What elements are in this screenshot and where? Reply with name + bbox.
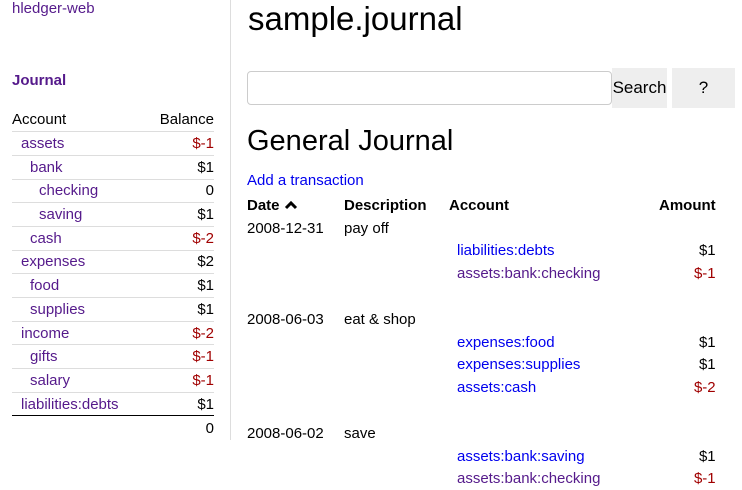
account-link[interactable]: expenses [21, 253, 86, 271]
account-row: supplies $1 [12, 297, 214, 322]
account-row: liabilities:debts $1 [12, 391, 214, 416]
account-link[interactable]: saving [39, 206, 83, 224]
account-row: income $-2 [12, 320, 214, 345]
transaction-date: 2008-06-02 [247, 424, 324, 442]
posting-account-link[interactable]: assets:cash [457, 379, 537, 397]
transaction-row: 2008-12-31 pay off [247, 217, 716, 240]
account-balance: $1 [145, 391, 214, 416]
account-header: Account [449, 196, 509, 214]
transaction-row: 2008-06-03 eat & shop [247, 308, 716, 331]
posting-account-link[interactable]: liabilities:debts [457, 242, 555, 260]
date-header[interactable]: Date [247, 194, 344, 217]
posting-account-link[interactable]: expenses:supplies [457, 356, 581, 374]
posting-amount: $1 [698, 242, 716, 260]
journal-link[interactable]: Journal [12, 72, 67, 89]
account-balance: $2 [145, 249, 214, 274]
account-row: cash $-2 [12, 225, 214, 251]
account-balance: $1 [145, 273, 214, 298]
account-row: checking 0 [12, 178, 214, 203]
account-balance: $1 [145, 202, 214, 227]
date-header-label: Date [247, 196, 280, 214]
posting-account-link[interactable]: assets:bank:checking [457, 470, 601, 488]
brand-link[interactable]: hledger-web [12, 0, 95, 17]
account-balance: 0 [145, 178, 214, 203]
total-row: 0 [12, 415, 214, 440]
account-row: food $1 [12, 273, 214, 298]
account-link[interactable]: liabilities:debts [21, 395, 119, 413]
account-row: assets $-1 [12, 131, 214, 156]
search-button[interactable]: Search [612, 68, 667, 108]
account-balance: $-2 [145, 225, 214, 251]
transaction-date: 2008-06-03 [247, 310, 324, 328]
spacer-row [247, 399, 716, 422]
posting-row: expenses:food $1 [247, 331, 716, 354]
account-balance: $-1 [145, 344, 214, 369]
account-link[interactable]: income [21, 324, 70, 342]
posting-row: assets:bank:checking $-1 [247, 468, 716, 490]
account-row: salary $-1 [12, 368, 214, 393]
sidebar: hledger-web Journal Account Balance asse… [0, 0, 231, 440]
account-balance: $-1 [145, 368, 214, 393]
posting-row: expenses:supplies $1 [247, 354, 716, 377]
add-transaction-link[interactable]: Add a transaction [247, 172, 364, 189]
posting-amount: $1 [698, 333, 716, 351]
balance-header: Balance [159, 111, 214, 129]
journal-heading: General Journal [247, 125, 454, 157]
posting-row: assets:bank:saving $1 [247, 445, 716, 468]
posting-row: assets:bank:checking $-1 [247, 262, 716, 285]
account-link[interactable]: checking [39, 182, 99, 200]
transaction-date: 2008-12-31 [247, 219, 324, 237]
search-input[interactable] [247, 71, 612, 105]
account-balance: $1 [145, 297, 214, 322]
account-link[interactable]: cash [30, 229, 62, 247]
account-balance: $1 [145, 154, 214, 180]
account-link[interactable]: gifts [30, 348, 58, 366]
amount-header: Amount [659, 196, 716, 214]
account-link[interactable]: assets [21, 135, 65, 153]
posting-row: assets:cash $-2 [247, 376, 716, 399]
description-header: Description [344, 196, 427, 214]
account-link[interactable]: bank [30, 158, 63, 176]
transaction-description: save [344, 424, 376, 442]
posting-amount: $-1 [693, 470, 716, 488]
total-balance: 0 [145, 415, 214, 440]
help-button[interactable]: ? [672, 68, 735, 108]
posting-account-link[interactable]: assets:bank:checking [457, 265, 601, 283]
posting-amount: $-2 [693, 379, 716, 397]
transaction-row: 2008-06-02 save [247, 422, 716, 445]
posting-amount: $1 [698, 356, 716, 374]
spacer-row [247, 285, 716, 308]
account-row: expenses $2 [12, 249, 214, 274]
posting-account-link[interactable]: assets:bank:saving [457, 447, 585, 465]
journal-table: Date Description Account Amount 2008-12-… [247, 194, 716, 490]
accounts-table: Account Balance assets $-1 bank $1 checking 0… [12, 108, 214, 440]
account-row: saving $1 [12, 202, 214, 227]
posting-amount: $-1 [693, 265, 716, 283]
account-header: Account [12, 111, 67, 129]
account-link[interactable]: food [30, 277, 60, 295]
posting-account-link[interactable]: expenses:food [457, 333, 555, 351]
page-title: sample.journal [248, 0, 463, 37]
chevron-up-icon [284, 200, 297, 209]
transaction-description: eat & shop [344, 310, 416, 328]
transaction-description: pay off [344, 219, 389, 237]
account-link[interactable]: supplies [30, 300, 86, 318]
account-link[interactable]: salary [30, 371, 71, 389]
posting-row: liabilities:debts $1 [247, 240, 716, 263]
account-balance: $-1 [145, 131, 214, 156]
account-balance: $-2 [145, 320, 214, 345]
posting-amount: $1 [698, 447, 716, 465]
account-row: bank $1 [12, 154, 214, 180]
account-row: gifts $-1 [12, 344, 214, 369]
